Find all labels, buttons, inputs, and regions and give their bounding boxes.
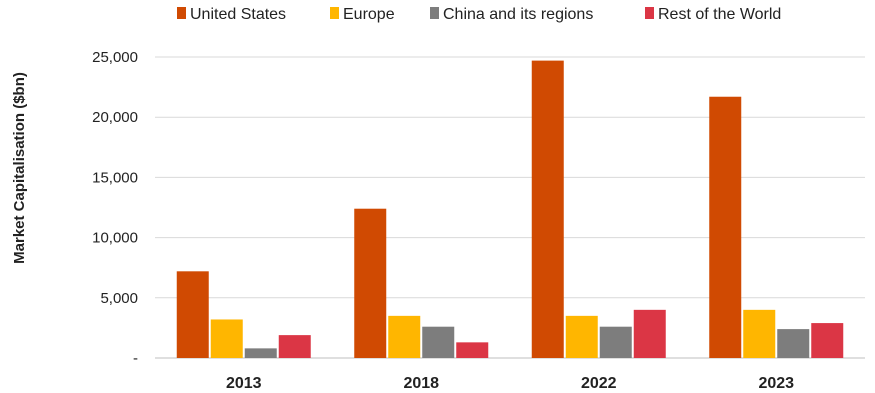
bar: [777, 329, 810, 358]
y-tick-labels: - 5,000 10,000 15,000 20,000 25,000: [92, 49, 138, 367]
bar: [422, 326, 455, 358]
bar: [599, 326, 632, 358]
legend-swatch: [330, 7, 339, 19]
x-category-label: 2023: [758, 375, 794, 392]
bar: [388, 315, 421, 358]
bar: [354, 208, 387, 358]
y-tick-label: -: [133, 350, 138, 367]
bar: [278, 335, 311, 358]
bar: [176, 271, 209, 358]
bars: [176, 60, 844, 359]
x-category-labels: 2013 2018 2022 2023: [226, 375, 794, 392]
y-tick-label: 20,000: [92, 109, 138, 126]
y-tick-label: 25,000: [92, 49, 138, 66]
y-tick-label: 10,000: [92, 230, 138, 247]
x-category-label: 2022: [581, 375, 617, 392]
legend-label: China and its regions: [443, 6, 593, 23]
legend-label: Rest of the World: [658, 6, 781, 23]
bar: [811, 323, 844, 358]
y-tick-label: 5,000: [100, 290, 138, 307]
bar: [531, 60, 564, 358]
legend-label: United States: [190, 6, 286, 23]
bar: [633, 309, 666, 358]
legend-swatch: [430, 7, 439, 19]
bar: [709, 96, 742, 359]
bar: [210, 319, 243, 358]
x-category-label: 2013: [226, 375, 262, 392]
y-axis-label: Market Capitalisation ($bn): [11, 72, 28, 264]
legend-label: Europe: [343, 6, 395, 23]
y-tick-label: 15,000: [92, 169, 138, 186]
legend: United States Europe China and its regions…: [177, 6, 781, 23]
bar: [565, 315, 598, 358]
legend-swatch: [645, 7, 654, 19]
bar: [743, 309, 776, 358]
bar: [456, 342, 489, 358]
bar: [244, 348, 277, 358]
x-category-label: 2018: [403, 375, 439, 392]
legend-swatch: [177, 7, 186, 19]
